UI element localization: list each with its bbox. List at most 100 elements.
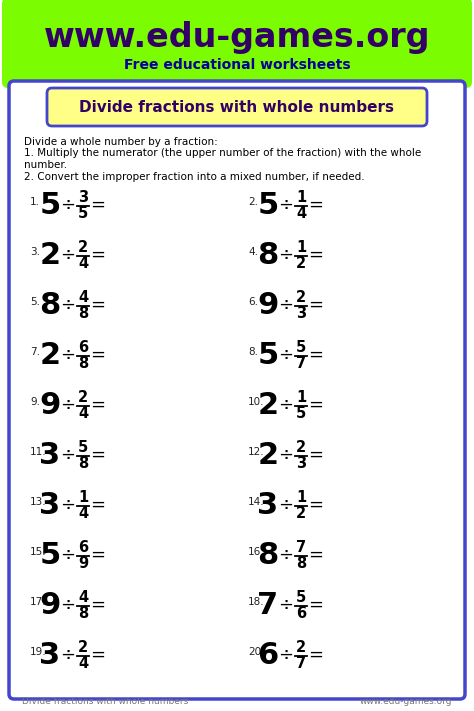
Text: 8: 8 [257,240,279,269]
Text: 3: 3 [39,491,61,520]
Text: 2: 2 [257,441,279,469]
Text: 3: 3 [296,456,306,471]
Text: 5.: 5. [30,297,40,307]
Text: 4: 4 [78,506,88,520]
Text: =: = [91,196,106,214]
Text: ÷: ÷ [279,446,293,464]
Text: =: = [91,446,106,464]
Text: Free educational worksheets: Free educational worksheets [124,58,350,72]
Text: 8: 8 [78,606,88,621]
Text: 4: 4 [78,255,88,270]
Text: 2.: 2. [248,197,258,207]
Text: ÷: ÷ [61,296,75,314]
Text: 2: 2 [78,641,88,656]
Text: 8.: 8. [248,347,258,357]
Text: 4.: 4. [248,247,258,257]
Text: 7: 7 [296,540,306,555]
Text: 8: 8 [296,555,306,570]
Text: ÷: ÷ [279,196,293,214]
Text: 9: 9 [39,591,61,619]
Text: =: = [91,296,106,314]
Text: =: = [309,596,323,614]
Text: 6: 6 [296,606,306,621]
Text: ÷: ÷ [61,196,75,214]
Text: 2: 2 [296,291,306,306]
Text: 20.: 20. [248,647,264,657]
Text: 6: 6 [78,540,88,555]
Text: 2: 2 [296,441,306,456]
Text: Divide fractions with whole numbers: Divide fractions with whole numbers [22,697,188,705]
Text: 5: 5 [296,405,306,420]
Text: 3: 3 [257,491,279,520]
Text: 1. Multiply the numerator (the upper number of the fraction) with the whole: 1. Multiply the numerator (the upper num… [24,149,421,159]
Text: 1.: 1. [30,197,40,207]
Text: 9: 9 [78,555,88,570]
Text: 2. Convert the improper fraction into a mixed number, if needed.: 2. Convert the improper fraction into a … [24,171,365,181]
Text: =: = [91,596,106,614]
Text: ÷: ÷ [279,246,293,264]
Text: 11.: 11. [30,447,46,457]
Text: ÷: ÷ [61,646,75,664]
Text: 2: 2 [78,390,88,405]
Text: =: = [91,646,106,664]
Text: =: = [309,496,323,514]
Text: 1: 1 [296,191,306,205]
Text: 9: 9 [39,390,61,419]
Text: ÷: ÷ [61,246,75,264]
Text: 8: 8 [39,291,61,319]
Text: ÷: ÷ [279,646,293,664]
Text: 1: 1 [296,491,306,506]
Text: ÷: ÷ [61,396,75,414]
Text: 1: 1 [296,390,306,405]
Text: ÷: ÷ [279,546,293,564]
Text: 6: 6 [257,641,279,670]
Text: =: = [91,396,106,414]
Text: 17.: 17. [30,597,46,607]
Text: 4: 4 [296,205,306,220]
Text: 7: 7 [296,656,306,670]
Text: 2: 2 [39,240,61,269]
Text: 5: 5 [257,191,279,220]
Text: ÷: ÷ [279,296,293,314]
Text: 16.: 16. [248,547,264,557]
FancyBboxPatch shape [9,81,465,699]
Text: =: = [309,446,323,464]
Text: ÷: ÷ [279,396,293,414]
Text: 4: 4 [78,291,88,306]
Text: ÷: ÷ [61,496,75,514]
Text: 5: 5 [78,205,88,220]
FancyBboxPatch shape [2,0,472,88]
Text: 14.: 14. [248,497,264,507]
Text: =: = [309,296,323,314]
Text: ÷: ÷ [279,596,293,614]
Text: 2: 2 [39,341,61,370]
Text: 12.: 12. [248,447,264,457]
Text: 8: 8 [257,540,279,570]
Text: 8: 8 [78,456,88,471]
Text: 5: 5 [296,591,306,606]
Text: 2: 2 [296,506,306,520]
Text: 9: 9 [257,291,279,319]
Text: 4: 4 [78,656,88,670]
Text: 9.: 9. [30,397,40,407]
Text: ÷: ÷ [61,596,75,614]
Text: =: = [309,646,323,664]
Text: 5: 5 [39,540,61,570]
Text: 15.: 15. [30,547,46,557]
Text: =: = [309,196,323,214]
Text: 6: 6 [78,341,88,356]
Text: 3: 3 [39,441,61,469]
Text: 18.: 18. [248,597,264,607]
FancyBboxPatch shape [47,88,427,126]
Text: 1: 1 [296,240,306,255]
Text: 2: 2 [296,641,306,656]
Text: number.: number. [24,160,67,170]
Text: 3: 3 [296,306,306,321]
Text: 6.: 6. [248,297,258,307]
Text: www.edu-games.org: www.edu-games.org [359,697,452,705]
Text: www.edu-games.org: www.edu-games.org [44,21,430,55]
Text: 5: 5 [78,441,88,456]
Text: =: = [91,496,106,514]
Text: 2: 2 [257,390,279,419]
Text: =: = [309,246,323,264]
